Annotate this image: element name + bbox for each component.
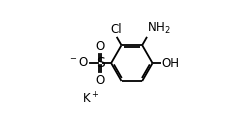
Text: S: S — [96, 56, 105, 70]
Text: Cl: Cl — [110, 23, 122, 36]
Text: OH: OH — [161, 57, 179, 70]
Text: K$^+$: K$^+$ — [82, 91, 100, 106]
Text: $^-$O: $^-$O — [68, 56, 89, 69]
Text: O: O — [95, 40, 105, 52]
Text: O: O — [95, 74, 105, 87]
Text: NH$_2$: NH$_2$ — [148, 21, 171, 36]
